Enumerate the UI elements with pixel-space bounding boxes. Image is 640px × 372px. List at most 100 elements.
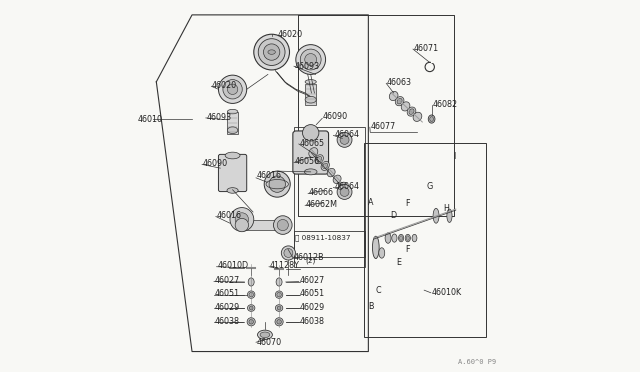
Circle shape (218, 75, 246, 103)
Text: 46027: 46027 (300, 276, 324, 285)
Circle shape (275, 291, 283, 298)
Text: 46062M: 46062M (306, 200, 338, 209)
Ellipse shape (399, 234, 404, 242)
Ellipse shape (401, 102, 410, 111)
Ellipse shape (260, 332, 270, 338)
Text: C: C (375, 286, 381, 295)
Circle shape (227, 84, 238, 94)
Text: 46065: 46065 (300, 139, 324, 148)
Text: 46056: 46056 (294, 157, 320, 166)
Text: I: I (453, 152, 456, 161)
Ellipse shape (399, 236, 403, 240)
Text: B: B (369, 302, 374, 311)
Circle shape (269, 176, 285, 192)
Ellipse shape (413, 112, 422, 121)
Ellipse shape (433, 208, 439, 223)
Bar (294, 231, 365, 267)
Circle shape (303, 125, 319, 141)
Ellipse shape (227, 109, 238, 114)
Circle shape (235, 213, 248, 226)
Text: 46071: 46071 (413, 44, 439, 53)
Circle shape (300, 49, 321, 70)
Ellipse shape (248, 305, 255, 311)
Circle shape (305, 54, 317, 65)
Ellipse shape (305, 96, 316, 103)
Ellipse shape (268, 50, 275, 54)
Circle shape (264, 171, 291, 197)
Ellipse shape (276, 278, 282, 286)
Circle shape (249, 292, 253, 297)
Ellipse shape (275, 305, 283, 311)
Circle shape (230, 208, 254, 231)
Circle shape (296, 45, 326, 74)
Text: 46066: 46066 (309, 188, 334, 197)
Ellipse shape (321, 161, 330, 170)
Ellipse shape (315, 155, 323, 164)
Text: 46070: 46070 (257, 339, 282, 347)
Ellipse shape (406, 236, 410, 240)
Text: 46051: 46051 (300, 289, 324, 298)
Text: 46016: 46016 (257, 171, 282, 180)
Ellipse shape (405, 234, 410, 242)
Text: 46010D: 46010D (218, 262, 249, 270)
Bar (305, 84, 316, 105)
Text: A: A (369, 198, 374, 207)
Ellipse shape (396, 97, 404, 106)
Circle shape (337, 185, 352, 199)
Ellipse shape (225, 152, 240, 159)
Ellipse shape (248, 278, 254, 286)
Text: 46029: 46029 (300, 303, 324, 312)
Circle shape (277, 292, 282, 297)
Ellipse shape (249, 320, 253, 324)
Ellipse shape (397, 99, 402, 104)
Ellipse shape (275, 318, 283, 326)
Text: 46051: 46051 (215, 289, 240, 298)
Text: 46064: 46064 (334, 130, 359, 139)
Ellipse shape (250, 306, 253, 310)
Circle shape (248, 291, 255, 298)
Text: D: D (390, 211, 396, 220)
Ellipse shape (428, 115, 435, 123)
Ellipse shape (333, 175, 341, 183)
Text: 46029: 46029 (215, 303, 241, 312)
Text: E: E (396, 258, 401, 267)
Ellipse shape (392, 234, 397, 242)
Circle shape (273, 216, 292, 234)
Text: Ⓝ 08911-10837: Ⓝ 08911-10837 (294, 234, 350, 241)
Text: 46093: 46093 (294, 62, 320, 71)
Text: 46064: 46064 (334, 182, 359, 191)
Ellipse shape (227, 127, 238, 134)
Ellipse shape (284, 248, 293, 257)
Text: 46038: 46038 (300, 317, 324, 326)
Ellipse shape (305, 169, 317, 175)
Bar (244, 220, 281, 230)
Ellipse shape (447, 209, 452, 222)
Circle shape (277, 219, 289, 231)
Ellipse shape (409, 109, 414, 114)
Ellipse shape (339, 182, 347, 190)
Circle shape (340, 135, 349, 144)
Ellipse shape (389, 92, 398, 100)
Text: 46063: 46063 (387, 78, 412, 87)
Ellipse shape (407, 107, 416, 116)
Ellipse shape (277, 306, 281, 310)
Ellipse shape (385, 233, 391, 243)
Circle shape (337, 132, 352, 147)
Text: (2): (2) (305, 257, 316, 264)
Text: 46090: 46090 (203, 159, 228, 168)
Circle shape (254, 34, 289, 70)
Text: 46020: 46020 (212, 81, 237, 90)
Text: 41128Y: 41128Y (270, 262, 300, 270)
Ellipse shape (327, 169, 335, 177)
Text: 46010K: 46010K (431, 288, 461, 296)
Bar (227, 112, 238, 134)
Ellipse shape (227, 187, 238, 193)
Text: 46010: 46010 (138, 115, 163, 124)
Ellipse shape (379, 248, 385, 258)
Text: 46077: 46077 (371, 122, 396, 131)
Ellipse shape (247, 318, 255, 326)
FancyBboxPatch shape (218, 154, 246, 192)
Text: 46093: 46093 (207, 113, 232, 122)
Text: G: G (426, 182, 433, 191)
Bar (364, 143, 486, 337)
